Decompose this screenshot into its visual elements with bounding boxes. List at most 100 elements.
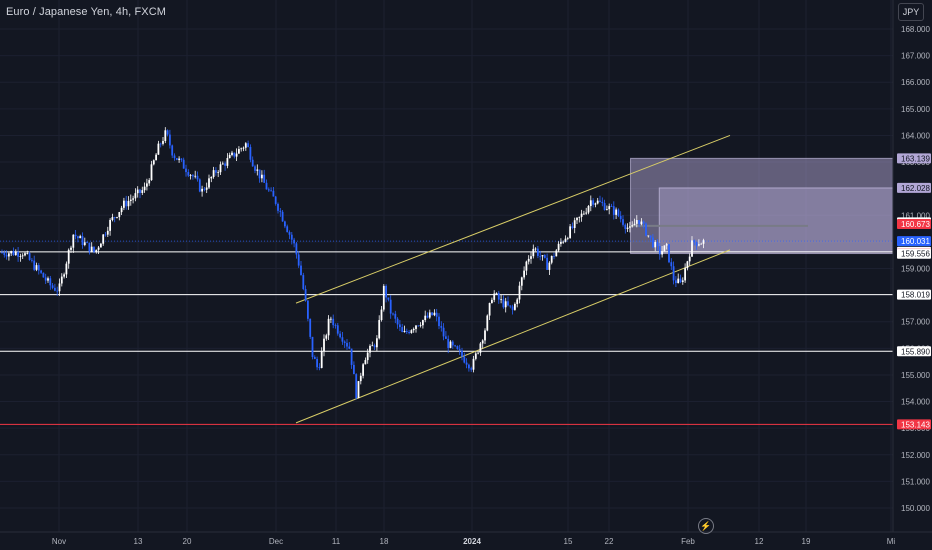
- candles: [1, 127, 705, 400]
- candle: [327, 318, 330, 336]
- price-tag-label: 160.031: [901, 237, 930, 246]
- candle: [288, 232, 291, 235]
- candle: [511, 306, 514, 310]
- price-tag-label: 163.139: [901, 154, 930, 163]
- x-tick-label: 12: [755, 537, 764, 546]
- candle: [33, 260, 36, 270]
- candle: [274, 196, 277, 204]
- candle: [297, 254, 300, 266]
- candle: [622, 219, 624, 225]
- candle: [249, 146, 252, 160]
- candle: [95, 249, 98, 252]
- candle: [488, 303, 491, 316]
- x-tick-label: 22: [605, 537, 614, 546]
- candle: [231, 152, 233, 155]
- candle: [279, 210, 282, 212]
- price-tag: [897, 346, 931, 357]
- candle: [493, 293, 496, 300]
- candle: [445, 336, 447, 339]
- candle: [486, 315, 489, 331]
- candle: [431, 312, 433, 316]
- candle: [106, 230, 109, 235]
- candle: [26, 253, 29, 254]
- candle: [376, 338, 378, 348]
- candle: [189, 175, 192, 176]
- candle: [587, 206, 590, 213]
- candle: [656, 242, 659, 247]
- candle: [497, 293, 500, 300]
- candle: [525, 261, 528, 271]
- candle: [557, 243, 560, 251]
- candle: [447, 338, 450, 348]
- candle: [380, 309, 383, 321]
- candle: [109, 219, 111, 231]
- candle: [242, 147, 245, 149]
- candle: [461, 350, 463, 357]
- candle: [116, 217, 118, 218]
- candle: [208, 178, 210, 188]
- candle: [123, 200, 125, 208]
- candle: [509, 305, 512, 307]
- candle: [468, 364, 470, 369]
- x-tick-label: 20: [183, 537, 192, 546]
- candle: [146, 183, 148, 187]
- candle: [560, 241, 562, 244]
- candle: [649, 235, 652, 238]
- candle: [134, 193, 137, 199]
- candle: [594, 203, 597, 205]
- candle: [633, 223, 636, 226]
- candle: [28, 253, 31, 260]
- candle: [150, 164, 153, 181]
- candle: [129, 199, 132, 202]
- candle: [350, 348, 353, 365]
- x-tick-label: 11: [332, 537, 341, 546]
- candle: [371, 345, 374, 347]
- candle: [426, 315, 429, 318]
- candle: [382, 285, 385, 310]
- candle: [318, 367, 321, 369]
- candle: [272, 190, 275, 197]
- candle: [700, 243, 703, 245]
- candle: [357, 381, 360, 399]
- candle: [640, 221, 643, 225]
- candle: [157, 143, 160, 155]
- candle: [502, 299, 505, 308]
- candle: [456, 346, 459, 350]
- candle: [596, 200, 599, 204]
- candle: [65, 263, 68, 275]
- lightning-icon[interactable]: ⚡: [698, 518, 714, 534]
- y-tick-label: 168.000: [901, 25, 930, 34]
- candle: [233, 152, 236, 157]
- candle: [102, 234, 105, 244]
- candle: [79, 236, 82, 239]
- y-tick-label: 165.000: [901, 105, 930, 114]
- candle: [86, 242, 88, 244]
- candle: [254, 166, 256, 171]
- candle: [307, 300, 309, 319]
- candle: [449, 341, 452, 348]
- candle: [675, 280, 677, 284]
- candle: [309, 318, 312, 337]
- candle: [5, 254, 8, 257]
- candle: [385, 285, 387, 298]
- candle: [566, 237, 569, 239]
- candle: [638, 220, 640, 225]
- candle: [215, 170, 217, 173]
- y-tick-label: 155.000: [901, 371, 930, 380]
- candle: [325, 335, 328, 339]
- candle: [652, 237, 654, 248]
- candle: [90, 246, 93, 252]
- candle: [159, 143, 162, 145]
- candle: [323, 338, 325, 352]
- candle: [665, 244, 668, 246]
- candle: [221, 163, 224, 165]
- candle: [491, 299, 493, 304]
- candle: [187, 172, 190, 176]
- candle: [240, 148, 243, 150]
- candle: [389, 299, 392, 314]
- x-tick-label: Nov: [52, 537, 66, 546]
- price-tag: [897, 289, 931, 300]
- currency-button[interactable]: JPY: [898, 3, 924, 21]
- candle: [113, 217, 116, 218]
